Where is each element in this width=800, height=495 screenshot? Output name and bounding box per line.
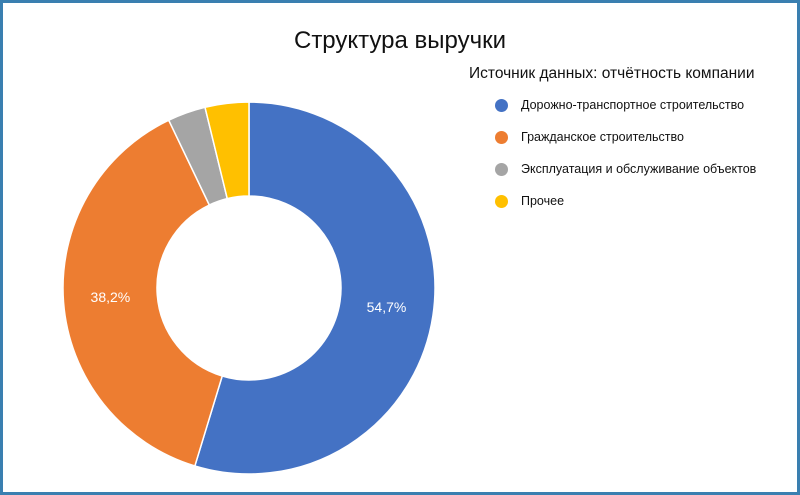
slice-other (204, 101, 250, 200)
legend-item: Эксплуатация и обслуживание объектов (469, 161, 799, 177)
legend-title: Источник данных: отчётность компании (469, 65, 755, 82)
slice-civil (62, 119, 224, 467)
legend-marker-other (495, 194, 508, 208)
legend-item: Дорожно-транспортное строительство (469, 97, 799, 113)
legend-label: Эксплуатация и обслуживание объектов (521, 162, 757, 176)
legend: Источник данных: отчётность компании Дор… (469, 65, 799, 225)
legend-marker-civil (495, 130, 508, 144)
legend-label: Дорожно-транспортное строительство (521, 98, 745, 112)
legend-marker-maintenance (495, 162, 508, 176)
legend-item: Прочее (469, 193, 799, 209)
donut-chart: 54,7% 38,2% (62, 101, 436, 475)
legend-marker-road (495, 98, 508, 112)
legend-item: Гражданское строительство (469, 129, 799, 145)
chart-title: Структура выручки (293, 27, 506, 54)
slice-road (193, 101, 436, 475)
data-label-road: 54,7% (367, 299, 407, 315)
legend-label: Прочее (521, 194, 565, 208)
legend-label: Гражданское строительство (521, 130, 684, 144)
data-label-civil: 38,2% (91, 289, 131, 305)
